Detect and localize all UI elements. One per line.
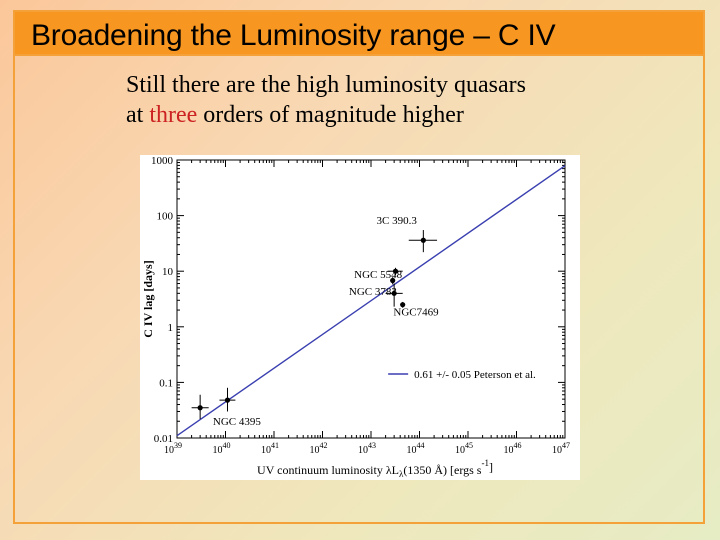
y-tick-label: 0.01 — [154, 433, 173, 445]
data-point — [197, 405, 203, 411]
y-tick-label: 1000 — [151, 155, 174, 167]
plot-frame — [176, 159, 566, 439]
x-axis-label: UV continuum luminosity λLλ(1350 Å) [erg… — [257, 458, 493, 479]
body-text: Still there are the high luminosity quas… — [126, 70, 646, 130]
x-tick-label: 1045 — [455, 441, 473, 456]
x-tick-label: 1043 — [358, 441, 376, 456]
body-line-1: Still there are the high luminosity quas… — [126, 72, 526, 98]
slide-title: Broadening the Luminosity range – C IV — [31, 19, 556, 52]
data-point — [224, 397, 231, 403]
point-label: NGC 4395 — [213, 416, 261, 428]
point-label: 3C 390.3 — [377, 215, 418, 227]
data-point — [392, 268, 399, 274]
y-tick-label: 1 — [168, 322, 174, 334]
chart-svg: 0.01 0.1 1 10 100 1000 1039 1040 1041 1042 1043 104… — [141, 155, 570, 479]
y-tick-label: 0.1 — [159, 377, 173, 389]
point-label: NGC7469 — [393, 306, 439, 318]
highlight-word: three — [149, 102, 198, 128]
data-point — [391, 290, 397, 296]
x-tick-label: 1041 — [261, 441, 279, 456]
body-line-2: at three orders of magnitude higher — [126, 100, 646, 130]
y-axis-label: C IV lag [days] — [141, 260, 155, 337]
x-tick-label: 1046 — [504, 441, 522, 456]
x-tick-label: 1044 — [407, 441, 425, 456]
y-tick-label: 100 — [157, 211, 174, 223]
body-line-2-end: orders of magnitude higher — [197, 102, 464, 128]
x-tick-label: 1042 — [310, 441, 328, 456]
x-tick-label: 1040 — [213, 441, 231, 456]
x-tick-label: 1039 — [164, 441, 182, 456]
data-point — [400, 302, 406, 308]
data-point — [390, 277, 396, 284]
fit-line — [176, 165, 566, 437]
chart-figure: 0.01 0.1 1 10 100 1000 1039 1040 1041 1042 1043 104… — [140, 155, 580, 480]
point-label: NGC 3783 — [349, 286, 397, 298]
x-tick-label: 1047 — [552, 441, 570, 456]
legend-label: 0.61 +/- 0.05 Peterson et al. — [414, 369, 536, 381]
title-bar: Broadening the Luminosity range – C IV — [13, 10, 705, 56]
point-label: NGC 5548 — [354, 269, 402, 281]
data-point — [420, 237, 426, 243]
y-tick-label: 10 — [162, 266, 174, 278]
body-line-2-start: at — [126, 102, 150, 128]
